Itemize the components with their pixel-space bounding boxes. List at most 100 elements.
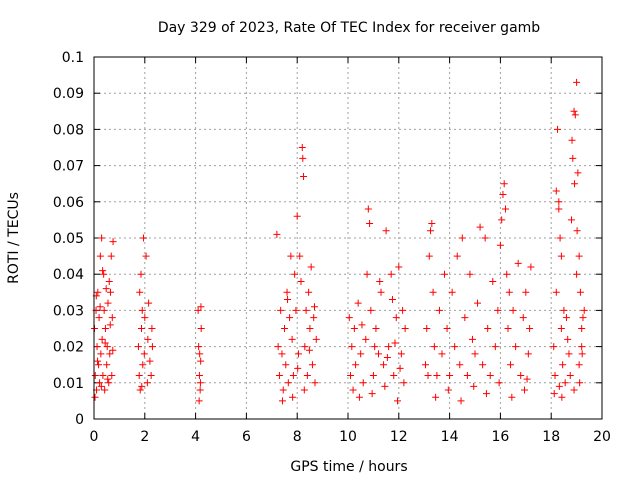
data-point-marker xyxy=(109,238,117,246)
data-point-marker xyxy=(519,314,527,322)
data-point-marker xyxy=(504,325,512,332)
data-point-marker xyxy=(362,335,370,343)
data-point-marker xyxy=(278,397,286,405)
data-point-marker xyxy=(435,306,443,314)
data-point-marker xyxy=(387,270,395,278)
data-point-marker xyxy=(138,382,146,390)
data-point-marker xyxy=(555,205,563,213)
data-point-marker xyxy=(345,314,353,322)
data-point-marker xyxy=(573,270,581,278)
data-point-marker xyxy=(195,372,203,380)
data-point-marker xyxy=(443,325,451,332)
data-point-marker xyxy=(91,325,99,332)
y-axis-title: ROTI / TECUs xyxy=(6,192,22,284)
y-tick-label: 0.1 xyxy=(62,50,84,66)
data-point-marker xyxy=(95,361,103,369)
data-point-marker xyxy=(278,350,286,358)
data-point-marker xyxy=(141,314,149,322)
data-point-marker xyxy=(273,230,281,238)
data-point-marker xyxy=(302,306,310,314)
data-point-marker xyxy=(357,350,365,358)
data-point-marker xyxy=(349,386,357,394)
data-point-marker xyxy=(145,299,153,307)
data-point-marker xyxy=(348,343,356,351)
data-point-marker xyxy=(444,386,452,394)
data-point-marker xyxy=(289,372,297,380)
data-point-marker xyxy=(570,107,578,115)
data-point-marker xyxy=(428,220,436,228)
data-point-marker xyxy=(352,361,360,369)
data-point-marker xyxy=(136,288,144,296)
data-point-marker xyxy=(556,234,564,242)
data-point-marker xyxy=(560,306,568,314)
data-point-marker xyxy=(138,306,146,314)
data-point-marker xyxy=(355,393,363,401)
data-point-marker xyxy=(347,372,355,380)
data-point-marker xyxy=(143,379,151,387)
data-point-marker xyxy=(470,382,478,390)
data-point-marker xyxy=(368,390,376,398)
data-point-marker xyxy=(148,325,156,332)
data-point-marker xyxy=(366,220,374,228)
data-point-marker xyxy=(498,216,506,224)
data-point-marker xyxy=(509,306,517,314)
data-point-marker xyxy=(580,306,588,314)
data-point-marker xyxy=(305,288,313,296)
grid-lines xyxy=(94,57,602,419)
data-point-marker xyxy=(350,325,358,332)
data-point-marker xyxy=(575,361,583,369)
y-tick-label: 0 xyxy=(75,412,84,428)
data-point-marker xyxy=(94,357,102,365)
data-point-marker xyxy=(388,296,396,304)
data-point-marker xyxy=(109,346,117,354)
data-point-marker xyxy=(96,252,104,260)
data-point-marker xyxy=(527,263,535,271)
data-point-marker xyxy=(277,306,285,314)
data-point-marker xyxy=(380,361,388,369)
data-point-marker xyxy=(438,350,446,358)
data-point-marker xyxy=(196,350,204,358)
data-point-marker xyxy=(446,372,454,380)
data-point-marker xyxy=(284,296,292,304)
data-point-marker xyxy=(578,350,586,358)
data-point-marker xyxy=(399,306,407,314)
data-point-marker xyxy=(301,343,309,351)
data-point-marker xyxy=(578,325,586,332)
data-point-marker xyxy=(383,353,391,361)
data-point-marker xyxy=(137,325,145,332)
data-point-marker xyxy=(363,270,371,278)
x-axis-title: GPS time / hours xyxy=(290,459,407,475)
data-point-marker xyxy=(499,191,507,199)
data-point-marker xyxy=(197,357,205,365)
data-point-marker xyxy=(148,343,156,351)
data-point-marker xyxy=(552,187,560,195)
data-point-marker xyxy=(400,379,408,387)
data-point-marker xyxy=(381,382,389,390)
data-point-marker xyxy=(311,379,319,387)
y-tick-label: 0.08 xyxy=(53,122,84,138)
data-point-marker xyxy=(482,390,490,398)
data-point-marker xyxy=(100,270,108,278)
data-point-marker xyxy=(275,372,283,380)
data-point-marker xyxy=(136,386,144,394)
data-point-marker xyxy=(401,325,409,332)
data-point-marker xyxy=(376,277,384,285)
data-point-marker xyxy=(569,154,577,162)
data-point-marker xyxy=(564,335,572,343)
data-point-marker xyxy=(135,372,143,380)
data-point-marker xyxy=(108,372,116,380)
data-point-marker xyxy=(391,339,399,347)
data-point-marker xyxy=(196,386,204,394)
data-point-marker xyxy=(441,270,449,278)
y-tick-label: 0.05 xyxy=(53,231,84,247)
data-point-marker xyxy=(101,325,109,332)
data-point-marker xyxy=(557,252,565,260)
data-point-marker xyxy=(489,277,497,285)
data-point-marker xyxy=(94,288,102,296)
data-point-marker xyxy=(274,343,282,351)
data-point-marker xyxy=(500,180,508,188)
data-point-marker xyxy=(101,386,109,394)
data-point-marker xyxy=(524,350,532,358)
data-point-marker xyxy=(103,361,111,369)
data-point-marker xyxy=(99,267,107,275)
